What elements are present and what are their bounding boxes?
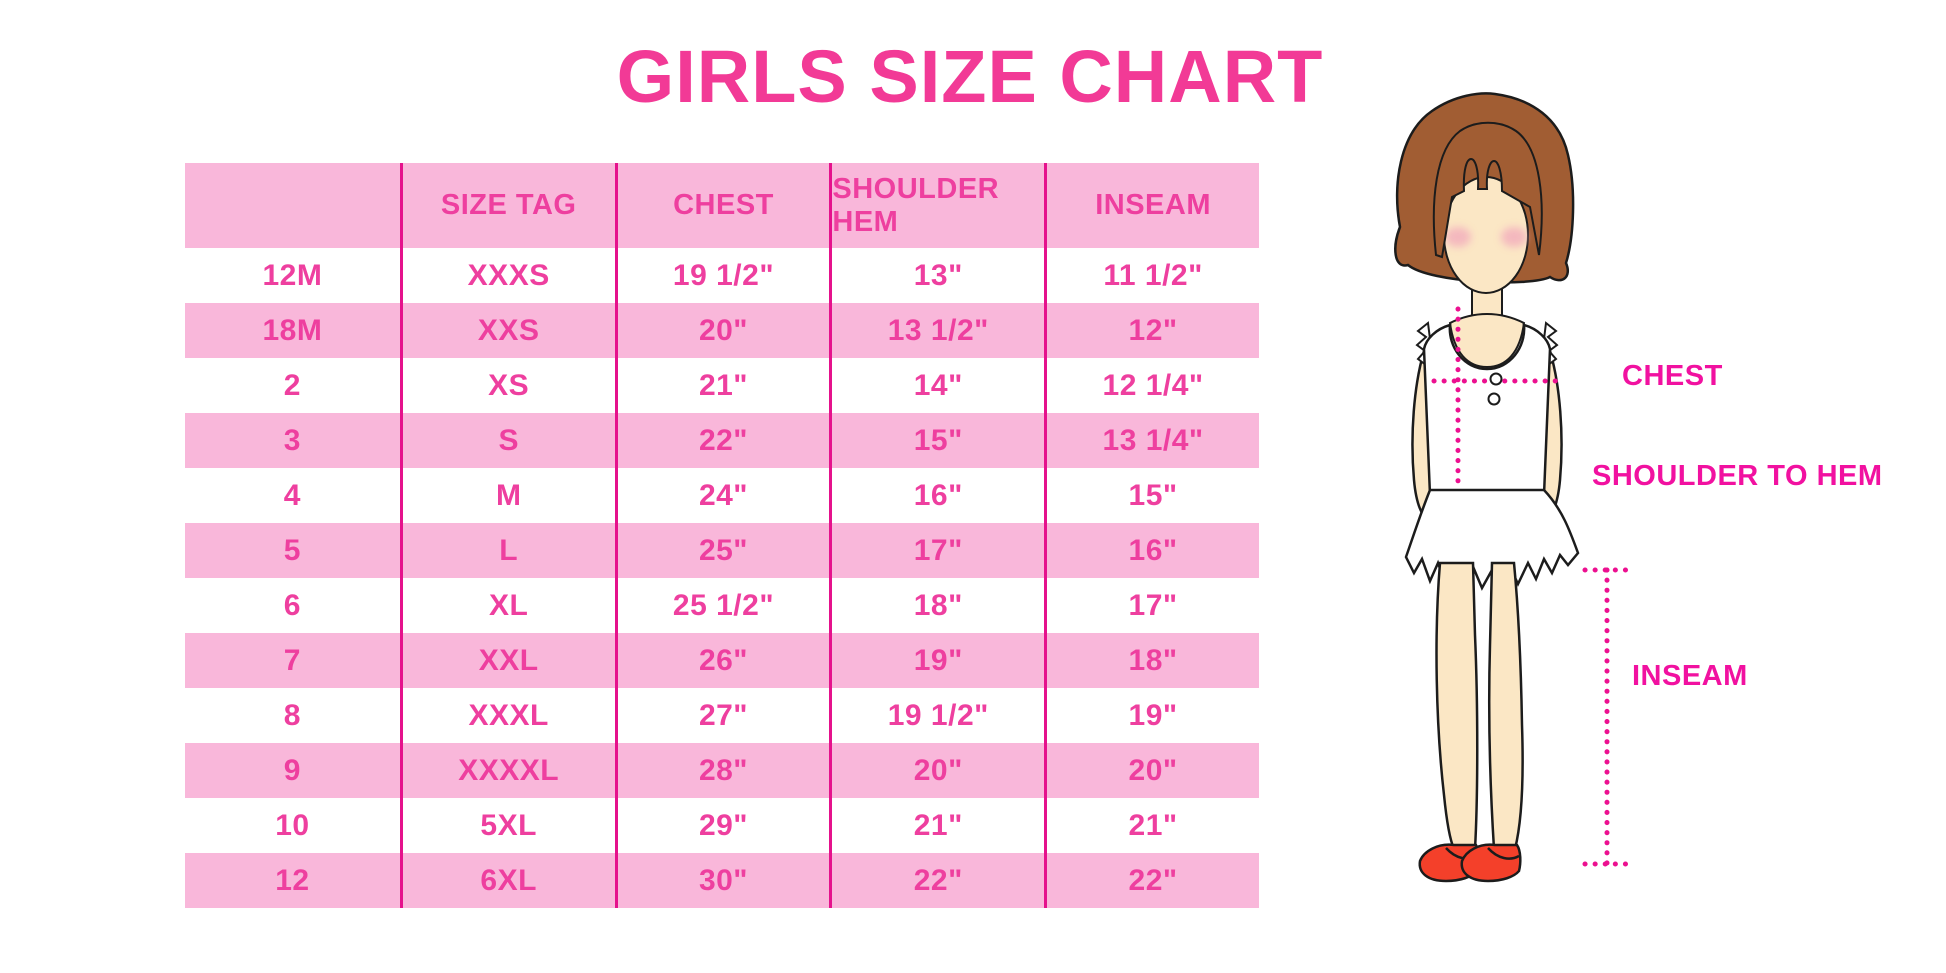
- table-row: 12 6XL 30" 22" 22": [185, 853, 1259, 908]
- table-row: 6 XL 25 1/2" 18" 17": [185, 578, 1259, 633]
- chest-label: CHEST: [1622, 360, 1723, 392]
- table-cell: 12M: [262, 258, 323, 292]
- table-cell: 27": [614, 688, 830, 743]
- table-cell: 19": [829, 633, 1044, 688]
- table-cell: 29": [614, 798, 830, 853]
- table-cell: XXXL: [399, 688, 615, 743]
- table-cell: 28": [614, 743, 830, 798]
- table-cell: XXXXL: [399, 743, 615, 798]
- girl-illustration: [1394, 92, 1635, 883]
- girl-blush-right: [1501, 227, 1527, 247]
- table-row: 3 S 22" 15" 13 1/4": [185, 413, 1259, 468]
- header-cell-size-tag: SIZE TAG: [399, 163, 615, 248]
- table-cell: 26": [614, 633, 830, 688]
- table-cell: 22": [1044, 853, 1259, 908]
- table-cell: 17": [1044, 578, 1259, 633]
- inseam-label: INSEAM: [1632, 660, 1748, 692]
- table-cell: 12: [275, 863, 310, 897]
- table-cell: 5XL: [399, 798, 615, 853]
- table-cell: 15": [829, 413, 1044, 468]
- table-cell: 20": [614, 303, 830, 358]
- table-cell: 14": [829, 358, 1044, 413]
- table-cell: 30": [614, 853, 830, 908]
- girl-top: [1422, 323, 1552, 497]
- table-cell: 24": [614, 468, 830, 523]
- shoulder-to-hem-label: SHOULDER TO HEM: [1592, 460, 1883, 492]
- size-table-body: 12M XXXS 19 1/2" 13" 11 1/2" 18M XXS 20" 13 1/2"…: [185, 248, 1259, 908]
- table-header-row: SIZE TAG CHEST SHOULDER HEM INSEAM: [185, 163, 1259, 248]
- table-cell: 16": [1044, 523, 1259, 578]
- table-cell: S: [399, 413, 615, 468]
- table-row: 7 XXL 26" 19" 18": [185, 633, 1259, 688]
- table-cell: 3: [283, 423, 301, 457]
- table-cell: XXL: [399, 633, 615, 688]
- table-cell: 25": [614, 523, 830, 578]
- girl-left-leg: [1435, 561, 1479, 851]
- table-cell: 13 1/2": [829, 303, 1044, 358]
- table-cell: 20": [829, 743, 1044, 798]
- girl-right-leg: [1487, 561, 1524, 851]
- table-cell: 25 1/2": [614, 578, 830, 633]
- table-cell: 12 1/4": [1044, 358, 1259, 413]
- table-cell: 2: [283, 368, 301, 402]
- table-row: 2 XS 21" 14" 12 1/4": [185, 358, 1259, 413]
- shirt-button-top: [1489, 372, 1503, 386]
- table-row: 10 5XL 29" 21" 21": [185, 798, 1259, 853]
- table-row: 12M XXXS 19 1/2" 13" 11 1/2": [185, 248, 1259, 303]
- girl-right-shoe: [1460, 843, 1522, 883]
- table-cell: XXXS: [399, 248, 615, 303]
- table-row: 9 XXXXL 28" 20" 20": [185, 743, 1259, 798]
- table-cell: 21": [614, 358, 830, 413]
- header-cell-chest: CHEST: [614, 163, 830, 248]
- header-cell-blank: [185, 163, 400, 248]
- table-cell: 16": [829, 468, 1044, 523]
- table-cell: XS: [399, 358, 615, 413]
- girl-right-shoe-strap: [1487, 847, 1520, 860]
- table-cell: 15": [1044, 468, 1259, 523]
- table-cell: 13": [829, 248, 1044, 303]
- table-cell: 11 1/2": [1044, 248, 1259, 303]
- table-cell: 20": [1044, 743, 1259, 798]
- table-cell: 21": [1044, 798, 1259, 853]
- table-row: 8 XXXL 27" 19 1/2" 19": [185, 688, 1259, 743]
- table-row: 5 L 25" 17" 16": [185, 523, 1259, 578]
- table-cell: 18": [829, 578, 1044, 633]
- table-cell: 12": [1044, 303, 1259, 358]
- girl-chest-skin: [1448, 313, 1526, 369]
- table-cell: 6XL: [399, 853, 615, 908]
- table-cell: 10: [275, 808, 310, 842]
- table-cell: 18M: [262, 313, 323, 347]
- table-cell: 17": [829, 523, 1044, 578]
- table-cell: M: [399, 468, 615, 523]
- table-cell: 5: [283, 533, 301, 567]
- table-cell: 8: [283, 698, 301, 732]
- table-cell: 7: [283, 643, 301, 677]
- table-cell: 22": [614, 413, 830, 468]
- table-cell: 18": [1044, 633, 1259, 688]
- table-cell: 22": [829, 853, 1044, 908]
- table-cell: 21": [829, 798, 1044, 853]
- table-cell: XL: [399, 578, 615, 633]
- table-cell: L: [399, 523, 615, 578]
- girl-blush-left: [1445, 227, 1471, 247]
- table-cell: XXS: [399, 303, 615, 358]
- table-row: 18M XXS 20" 13 1/2" 12": [185, 303, 1259, 358]
- girl-bangs: [1432, 121, 1543, 259]
- table-row: 4 M 24" 16" 15": [185, 468, 1259, 523]
- table-cell: 6: [283, 588, 301, 622]
- table-cell: 9: [283, 753, 301, 787]
- table-cell: 19 1/2": [829, 688, 1044, 743]
- page-title: GIRLS SIZE CHART: [616, 35, 1324, 118]
- table-cell: 19": [1044, 688, 1259, 743]
- shirt-button-bottom: [1487, 392, 1501, 406]
- header-cell-inseam: INSEAM: [1044, 163, 1259, 248]
- table-cell: 19 1/2": [614, 248, 830, 303]
- inseam-measure-line: [1582, 567, 1635, 867]
- table-cell: 4: [283, 478, 301, 512]
- header-cell-shoulder-hem: SHOULDER HEM: [829, 163, 1044, 248]
- size-table: SIZE TAG CHEST SHOULDER HEM INSEAM 12M XX…: [185, 163, 1259, 908]
- table-cell: 13 1/4": [1044, 413, 1259, 468]
